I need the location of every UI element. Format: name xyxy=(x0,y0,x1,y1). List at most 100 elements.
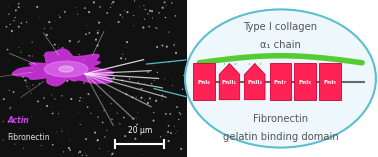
Point xyxy=(18,51,24,54)
Point xyxy=(145,13,151,15)
Point xyxy=(30,13,36,15)
Point xyxy=(91,71,97,74)
Point xyxy=(180,88,186,90)
Point xyxy=(79,154,85,157)
Point xyxy=(148,100,154,103)
Point xyxy=(59,130,65,132)
Point xyxy=(95,29,101,32)
Point xyxy=(171,46,177,49)
Point xyxy=(30,84,36,86)
Point xyxy=(64,80,70,82)
Point xyxy=(163,113,169,115)
Point xyxy=(110,1,116,3)
Point xyxy=(114,112,120,114)
Point xyxy=(129,96,135,99)
Point xyxy=(28,116,34,118)
Point xyxy=(77,100,83,102)
Point xyxy=(114,64,120,67)
Point xyxy=(177,149,183,151)
Point xyxy=(19,42,25,45)
Point xyxy=(26,81,32,83)
Point xyxy=(149,82,155,85)
Point xyxy=(142,82,148,84)
Point xyxy=(42,115,48,118)
Point xyxy=(83,138,89,140)
Point xyxy=(117,14,123,16)
Point xyxy=(178,148,184,150)
Point xyxy=(56,50,62,53)
Point xyxy=(95,116,101,118)
Point xyxy=(151,111,157,114)
Point xyxy=(121,116,127,119)
Point xyxy=(147,97,153,100)
Point xyxy=(169,2,175,4)
Point xyxy=(98,35,104,37)
Point xyxy=(23,138,29,141)
Point xyxy=(172,15,178,17)
Point xyxy=(8,106,14,109)
Point xyxy=(9,29,15,32)
Point xyxy=(88,112,94,115)
Text: Fibronectin: Fibronectin xyxy=(8,133,50,142)
Point xyxy=(124,11,130,14)
Point xyxy=(16,25,22,28)
Point xyxy=(166,140,172,142)
Point xyxy=(73,6,79,9)
Point xyxy=(141,4,147,7)
Point xyxy=(33,137,39,139)
Point xyxy=(108,154,115,157)
Point xyxy=(166,125,172,127)
FancyBboxPatch shape xyxy=(270,63,291,100)
Point xyxy=(6,12,12,15)
Point xyxy=(163,16,169,19)
Point xyxy=(3,95,9,97)
Point xyxy=(0,140,6,142)
Point xyxy=(119,79,125,81)
Point xyxy=(69,78,75,81)
Point xyxy=(32,70,38,73)
Point xyxy=(163,4,169,7)
Text: FnII₁: FnII₁ xyxy=(222,80,237,85)
Point xyxy=(180,64,186,67)
Point xyxy=(99,34,105,37)
Point xyxy=(154,27,160,30)
Point xyxy=(12,30,18,32)
Point xyxy=(84,66,90,69)
Point xyxy=(52,98,58,100)
Point xyxy=(38,144,44,147)
FancyBboxPatch shape xyxy=(294,63,316,100)
Point xyxy=(9,125,15,127)
Point xyxy=(48,27,54,30)
Point xyxy=(95,19,101,22)
Point xyxy=(160,6,166,9)
Point xyxy=(173,42,179,44)
Point xyxy=(109,118,115,121)
Point xyxy=(123,93,129,95)
Polygon shape xyxy=(59,66,73,72)
Point xyxy=(80,97,86,99)
Point xyxy=(97,6,103,8)
Point xyxy=(10,136,16,138)
Point xyxy=(171,44,177,46)
Point xyxy=(129,118,135,121)
Point xyxy=(7,108,13,110)
Point xyxy=(23,21,29,24)
Point xyxy=(162,78,168,80)
Point xyxy=(67,75,73,77)
Point xyxy=(82,7,88,9)
Point xyxy=(44,105,50,107)
Point xyxy=(44,34,50,36)
Point xyxy=(143,117,149,120)
Point xyxy=(116,21,122,23)
Point xyxy=(81,82,87,84)
Point xyxy=(66,147,72,149)
Point xyxy=(77,123,83,126)
Point xyxy=(56,14,62,16)
Text: 20 μm: 20 μm xyxy=(128,126,152,135)
Point xyxy=(58,127,64,130)
Point xyxy=(107,91,113,94)
Point xyxy=(35,100,41,103)
Polygon shape xyxy=(219,64,240,100)
Point xyxy=(147,9,153,12)
Point xyxy=(122,135,128,137)
